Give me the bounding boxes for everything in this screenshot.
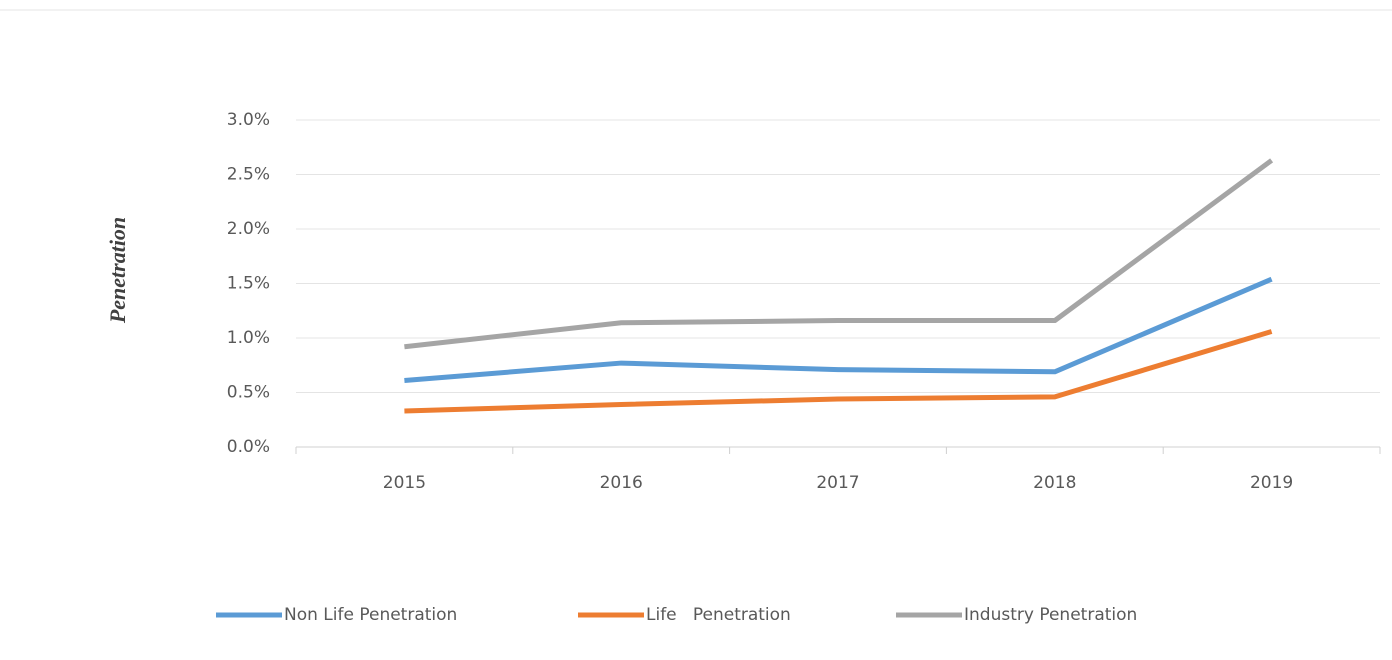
y-tick-label: 0.0% [227, 437, 270, 457]
x-tick-label: 2018 [1033, 473, 1076, 493]
series-line [404, 158, 1274, 350]
y-tick-label: 2.0% [227, 219, 270, 239]
legend-label: Non Life Penetration [284, 605, 457, 625]
series-line [404, 329, 1273, 414]
y-tick-label: 3.0% [227, 110, 270, 130]
y-axis-label: Penetration [105, 217, 130, 324]
x-tick-label: 2019 [1250, 473, 1293, 493]
legend-label: Industry Penetration [964, 605, 1137, 625]
y-tick-label: 2.5% [227, 165, 270, 185]
y-tick-label: 1.0% [227, 328, 270, 348]
legend-label: Life Penetration [646, 605, 791, 625]
series-line [404, 276, 1273, 384]
y-tick-label: 1.5% [227, 274, 270, 294]
x-tick-label: 2016 [600, 473, 643, 493]
x-tick-label: 2015 [383, 473, 426, 493]
x-tick-label: 2017 [816, 473, 859, 493]
y-tick-label: 0.5% [227, 383, 270, 403]
